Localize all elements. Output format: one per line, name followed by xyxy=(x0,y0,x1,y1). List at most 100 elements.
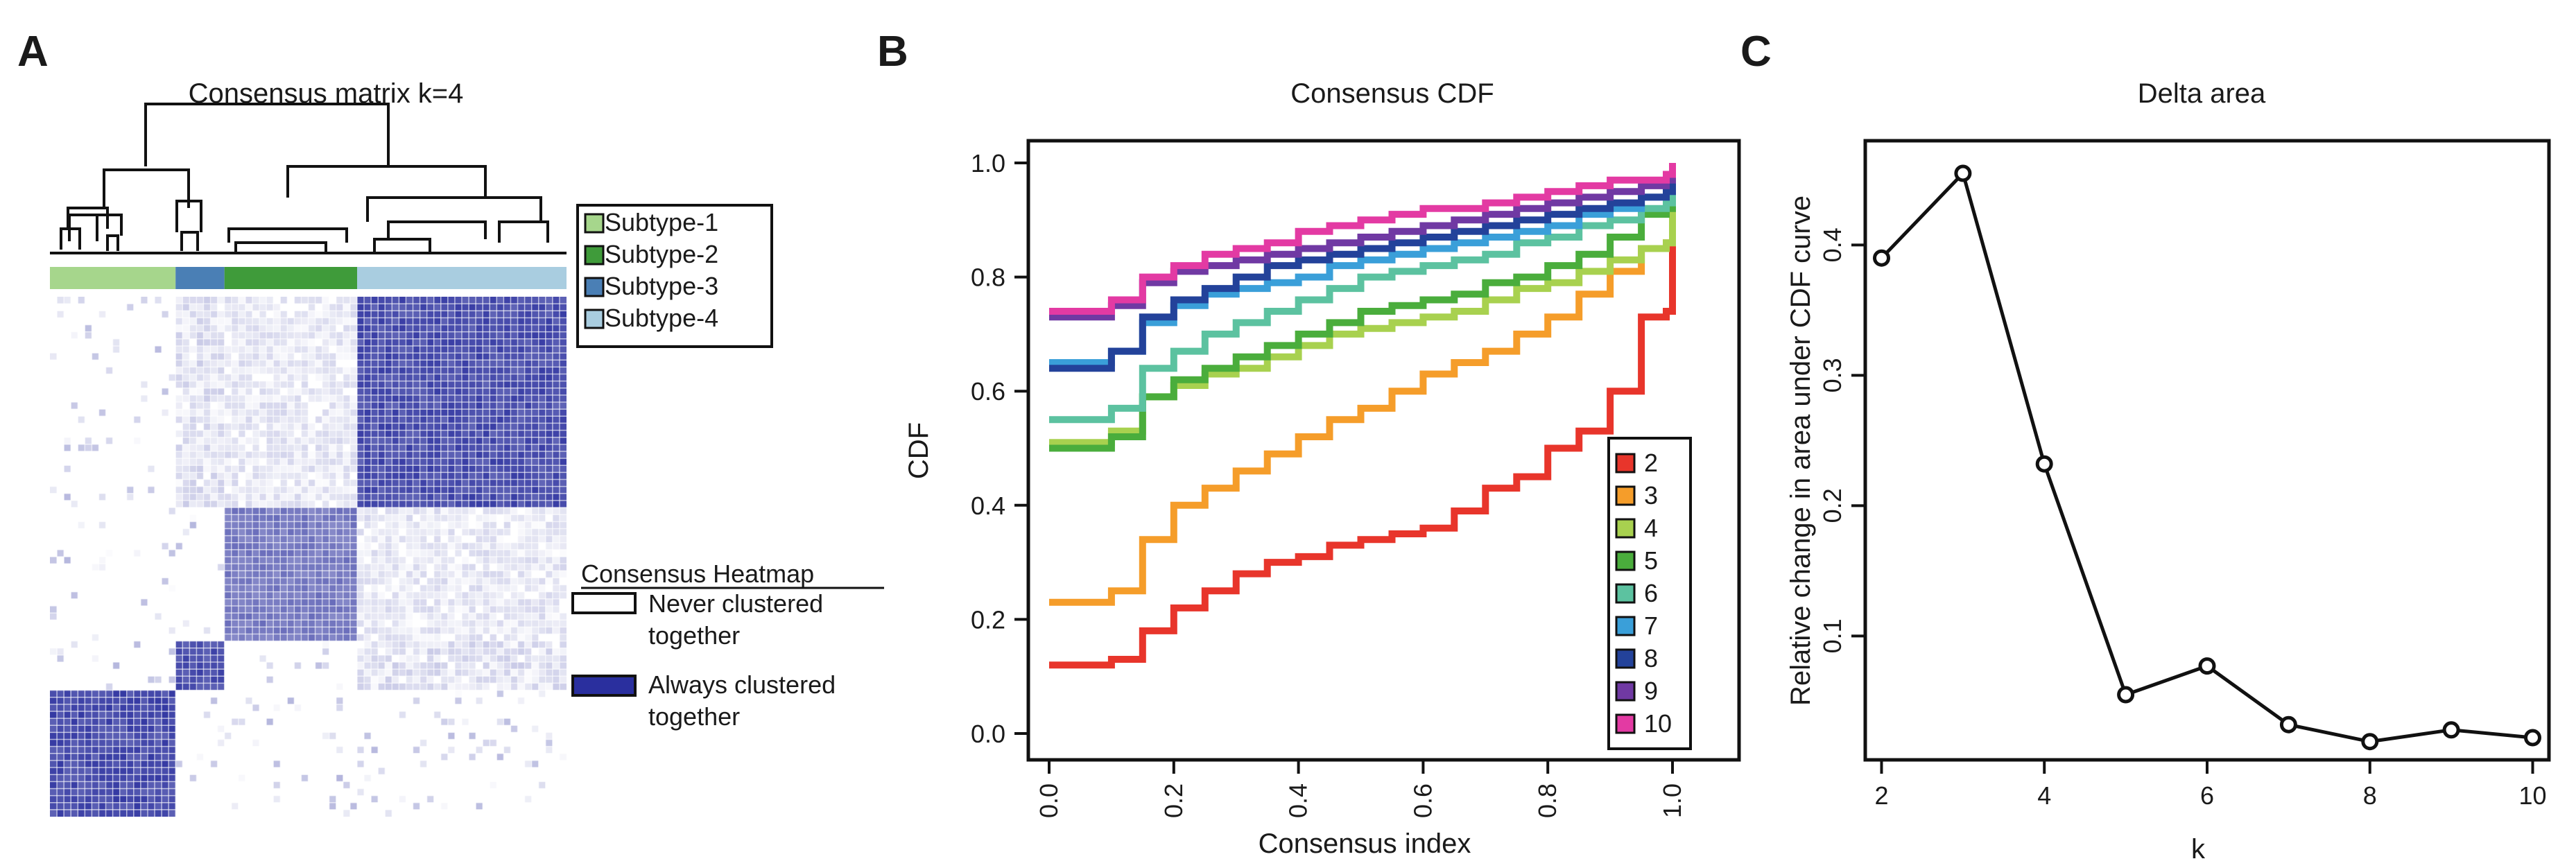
heatmap-cell xyxy=(196,360,204,367)
heatmap-cell xyxy=(420,472,427,480)
heatmap-cell xyxy=(364,648,372,655)
heatmap-cell xyxy=(294,542,302,550)
delta-x-tick-label: 6 xyxy=(2200,781,2214,810)
heatmap-cell xyxy=(57,767,64,775)
heatmap-cell xyxy=(496,591,504,599)
heatmap-cell xyxy=(287,514,295,522)
heatmap-cell xyxy=(447,402,455,410)
heatmap-cell xyxy=(273,345,281,353)
heatmap-cell xyxy=(273,781,281,789)
heatmap-cell xyxy=(517,324,525,332)
heatmap-cell xyxy=(336,535,343,543)
heatmap-cell xyxy=(92,774,99,782)
heatmap-cell xyxy=(462,662,469,670)
heatmap-cell xyxy=(454,331,462,339)
heatmap-cell xyxy=(378,683,386,691)
heatmap-cell xyxy=(98,311,106,318)
heatmap-cell xyxy=(531,324,539,332)
heatmap-cell xyxy=(98,767,106,775)
heatmap-cell xyxy=(538,374,546,381)
cdf-legend-swatch-k4 xyxy=(1615,518,1636,539)
heatmap-cell xyxy=(378,479,386,487)
heatmap-cell xyxy=(476,437,483,444)
heatmap-cell xyxy=(217,451,225,459)
heatmap-cell xyxy=(559,535,567,543)
heatmap-cell xyxy=(371,795,379,803)
heatmap-cell xyxy=(538,591,546,599)
heatmap-cell xyxy=(147,676,155,684)
heatmap-cell xyxy=(426,578,434,585)
heatmap-cell xyxy=(126,774,134,782)
heatmap-cell xyxy=(420,486,427,494)
heatmap-cell xyxy=(440,331,448,339)
heatmap-cell xyxy=(294,338,302,346)
heatmap-cell xyxy=(503,345,511,353)
heatmap-cell xyxy=(545,542,553,550)
heatmap-cell xyxy=(273,591,281,599)
heatmap-cell xyxy=(252,367,260,374)
heatmap-cell xyxy=(196,416,204,424)
heatmap-cell xyxy=(454,451,462,459)
heatmap-cell xyxy=(545,528,553,536)
heatmap-cell xyxy=(385,500,392,507)
heatmap-cell xyxy=(266,451,274,459)
heatmap-cell xyxy=(343,472,350,480)
heatmap-cell xyxy=(50,809,58,817)
heatmap-cell xyxy=(559,465,567,473)
heatmap-cell xyxy=(426,605,434,613)
heatmap-cell xyxy=(371,620,379,627)
dendrogram-branch xyxy=(227,227,348,243)
heatmap-cell xyxy=(280,627,288,634)
heatmap-cell xyxy=(57,732,64,740)
heatmap-cell xyxy=(259,388,267,395)
heatmap-cell xyxy=(426,374,434,381)
heatmap-cell xyxy=(476,381,483,388)
heatmap-cell xyxy=(371,345,379,353)
heatmap-legend-title: Consensus Heatmap xyxy=(581,559,814,588)
heatmap-cell xyxy=(322,634,329,641)
heatmap-cell xyxy=(476,402,483,410)
heatmap-cell xyxy=(454,318,462,325)
heatmap-cell xyxy=(357,444,365,451)
heatmap-cell xyxy=(140,598,148,606)
heatmap-cell xyxy=(280,331,288,339)
heatmap-cell xyxy=(385,514,392,522)
heatmap-cell xyxy=(140,788,148,796)
heatmap-cell xyxy=(266,627,274,634)
heatmap-cell xyxy=(378,304,386,311)
heatmap-cell xyxy=(78,521,85,529)
heatmap-cell xyxy=(322,571,329,578)
heatmap-cell xyxy=(552,423,560,431)
heatmap-cell xyxy=(413,598,420,606)
heatmap-cell xyxy=(490,345,497,353)
heatmap-cell xyxy=(343,402,350,410)
heatmap-cell xyxy=(329,331,336,339)
heatmap-cell xyxy=(182,318,190,325)
heatmap-cell xyxy=(483,605,490,613)
heatmap-cell xyxy=(357,493,365,501)
heatmap-cell xyxy=(420,338,427,346)
heatmap-cell xyxy=(559,542,567,550)
heatmap-cell xyxy=(447,423,455,431)
heatmap-cell xyxy=(517,697,525,704)
heatmap-cell xyxy=(349,500,357,507)
heatmap-cell xyxy=(280,311,288,318)
heatmap-cell xyxy=(329,451,336,459)
heatmap-cell xyxy=(210,367,218,374)
heatmap-cell xyxy=(496,367,504,374)
heatmap-cell xyxy=(440,627,448,634)
heatmap-cell xyxy=(469,662,476,670)
heatmap-cell xyxy=(231,571,239,578)
heatmap-cell xyxy=(329,338,336,346)
heatmap-cell xyxy=(496,564,504,571)
heatmap-cell xyxy=(420,557,427,564)
heatmap-cell xyxy=(454,697,462,704)
heatmap-cell xyxy=(322,584,329,592)
heatmap-cell xyxy=(490,500,497,507)
heatmap-cell xyxy=(426,654,434,662)
heatmap-cell xyxy=(322,353,329,361)
heatmap-cell xyxy=(552,472,560,480)
heatmap-cell xyxy=(189,774,197,782)
heatmap-cell xyxy=(490,360,497,367)
heatmap-cell xyxy=(273,620,281,627)
